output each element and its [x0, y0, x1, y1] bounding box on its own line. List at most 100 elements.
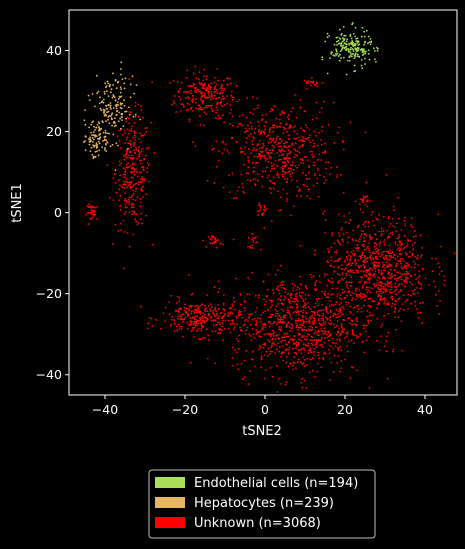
data-point [90, 218, 93, 221]
data-point [121, 116, 123, 119]
data-point [337, 131, 339, 134]
data-point [134, 218, 136, 221]
data-point [365, 281, 367, 283]
data-point [332, 101, 335, 104]
data-point [379, 297, 382, 300]
data-point [315, 117, 318, 120]
data-point [276, 269, 279, 272]
data-point [297, 136, 299, 139]
data-point [305, 177, 308, 180]
data-point [357, 49, 360, 51]
data-point [342, 148, 345, 151]
data-point [277, 176, 280, 179]
data-point [279, 122, 282, 125]
data-point [119, 174, 122, 177]
data-point [324, 161, 327, 164]
data-point [417, 264, 419, 266]
data-point [396, 237, 399, 240]
data-point [128, 211, 131, 214]
data-point [133, 168, 136, 171]
data-point [133, 141, 136, 144]
data-point [375, 261, 378, 264]
data-point [211, 330, 214, 333]
data-point [311, 344, 314, 347]
data-point [184, 316, 187, 319]
data-point [384, 269, 386, 272]
data-point [308, 334, 311, 336]
data-point [389, 288, 391, 291]
y-tick-label: −20 [36, 286, 62, 301]
data-point [96, 150, 98, 153]
data-point [293, 125, 296, 127]
data-point [347, 236, 350, 239]
data-point [180, 81, 183, 84]
data-point [195, 98, 198, 101]
data-point [346, 350, 349, 353]
data-point [253, 137, 256, 140]
data-point [314, 283, 317, 286]
data-point [368, 311, 371, 314]
data-point [289, 175, 292, 178]
data-point [105, 120, 107, 122]
data-point [293, 356, 295, 359]
data-point [112, 199, 115, 202]
data-point [370, 40, 373, 43]
data-point [412, 248, 414, 251]
data-point [371, 237, 374, 240]
data-point [399, 260, 402, 263]
data-point [91, 216, 94, 219]
data-point [270, 322, 272, 325]
data-point [99, 132, 101, 135]
data-point [346, 264, 348, 266]
data-point [95, 144, 97, 147]
data-point [330, 311, 332, 313]
data-point [178, 95, 180, 98]
data-point [287, 365, 290, 368]
data-point [376, 258, 379, 260]
data-point [197, 108, 200, 111]
data-point [247, 383, 250, 385]
data-point [104, 132, 107, 134]
data-point [280, 340, 282, 343]
data-point [246, 179, 249, 181]
data-point [124, 173, 127, 176]
data-point [369, 305, 372, 308]
data-point [239, 313, 242, 316]
data-point [286, 155, 288, 157]
data-point [266, 135, 268, 138]
data-point [274, 338, 277, 340]
data-point [337, 310, 340, 313]
data-point [328, 305, 331, 307]
data-point [313, 145, 316, 148]
data-point [232, 328, 235, 331]
data-point [248, 313, 250, 316]
data-point [337, 316, 340, 318]
data-point [328, 322, 330, 325]
data-point [283, 142, 285, 145]
data-point [256, 331, 258, 334]
data-point [217, 291, 220, 293]
data-point [263, 206, 266, 209]
data-point [288, 348, 291, 351]
data-point [336, 287, 338, 290]
data-point [304, 137, 307, 140]
data-point [360, 64, 363, 67]
data-point [231, 98, 234, 101]
data-point [260, 119, 263, 122]
data-point [129, 150, 131, 153]
data-point [255, 236, 257, 238]
data-point [271, 350, 273, 353]
data-point [321, 56, 324, 59]
data-point [403, 234, 406, 237]
data-point [203, 68, 206, 71]
data-point [400, 289, 402, 291]
data-point [293, 335, 296, 337]
data-point [384, 283, 387, 285]
data-point [281, 149, 283, 152]
data-point [106, 80, 109, 83]
data-point [217, 280, 220, 283]
data-point [251, 318, 254, 321]
data-point [317, 309, 320, 312]
data-point [393, 278, 396, 280]
data-point [289, 173, 291, 176]
